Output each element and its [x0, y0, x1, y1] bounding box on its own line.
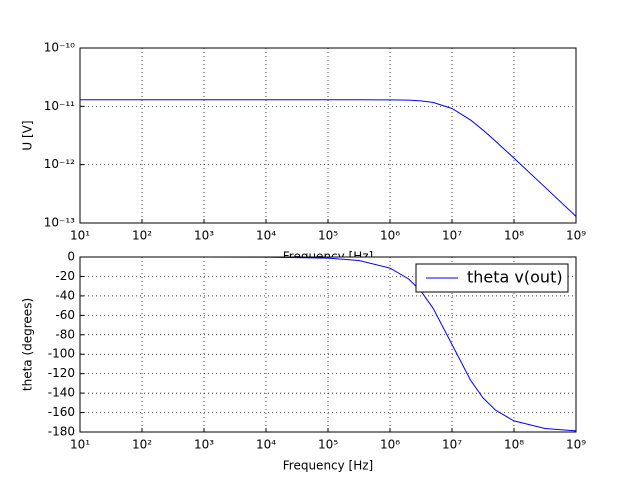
x-tick-label: 10¹: [70, 229, 90, 243]
x-tick-label: 10⁹: [566, 438, 586, 452]
x-tick-label: 10⁸: [504, 438, 524, 452]
data-line: [80, 99, 577, 217]
x-tick-label: 10⁵: [318, 229, 338, 243]
y-tick-label: -140: [48, 386, 75, 400]
axes-frame: [79, 256, 577, 433]
y-tick-label: -60: [55, 308, 75, 322]
x-tick-label: 10⁷: [442, 438, 462, 452]
y-tick-label: -40: [55, 288, 75, 302]
y-tick-label: 10⁻¹⁰: [44, 41, 75, 55]
y-tick-label: 10⁻¹²: [44, 157, 75, 171]
x-tick-label: 10¹: [70, 438, 90, 452]
y-axis-label: U [V]: [21, 120, 35, 150]
y-tick-label: 10⁻¹³: [44, 216, 75, 230]
y-tick-label: -20: [55, 269, 75, 283]
x-tick-label: 10³: [194, 229, 214, 243]
y-axis-label: theta (degrees): [21, 298, 35, 391]
x-tick-label: 10⁴: [256, 229, 276, 243]
x-tick-label: 10⁷: [442, 229, 462, 243]
x-tick-label: 10²: [132, 438, 152, 452]
x-tick-label: 10²: [132, 229, 152, 243]
legend-label: theta v(out): [467, 268, 563, 287]
y-tick-label: -160: [48, 405, 75, 419]
y-tick-label: -180: [48, 425, 75, 439]
y-tick-label: -80: [55, 327, 75, 341]
axes-background: [80, 48, 576, 223]
y-tick-label: -120: [48, 366, 75, 380]
y-tick-label: -100: [48, 347, 75, 361]
x-tick-label: 10³: [194, 438, 214, 452]
x-tick-label: 10⁹: [566, 229, 586, 243]
x-axis-label: Frequency [Hz]: [283, 459, 374, 473]
x-tick-label: 10⁵: [318, 438, 338, 452]
x-tick-label: 10⁶: [380, 438, 400, 452]
axes-frame: [79, 47, 577, 224]
x-tick-label: 10⁸: [504, 229, 524, 243]
y-tick-label: 10⁻¹¹: [44, 99, 75, 113]
y-tick-label: 0: [67, 250, 75, 264]
x-tick-label: 10⁶: [380, 229, 400, 243]
x-tick-label: 10⁴: [256, 438, 276, 452]
